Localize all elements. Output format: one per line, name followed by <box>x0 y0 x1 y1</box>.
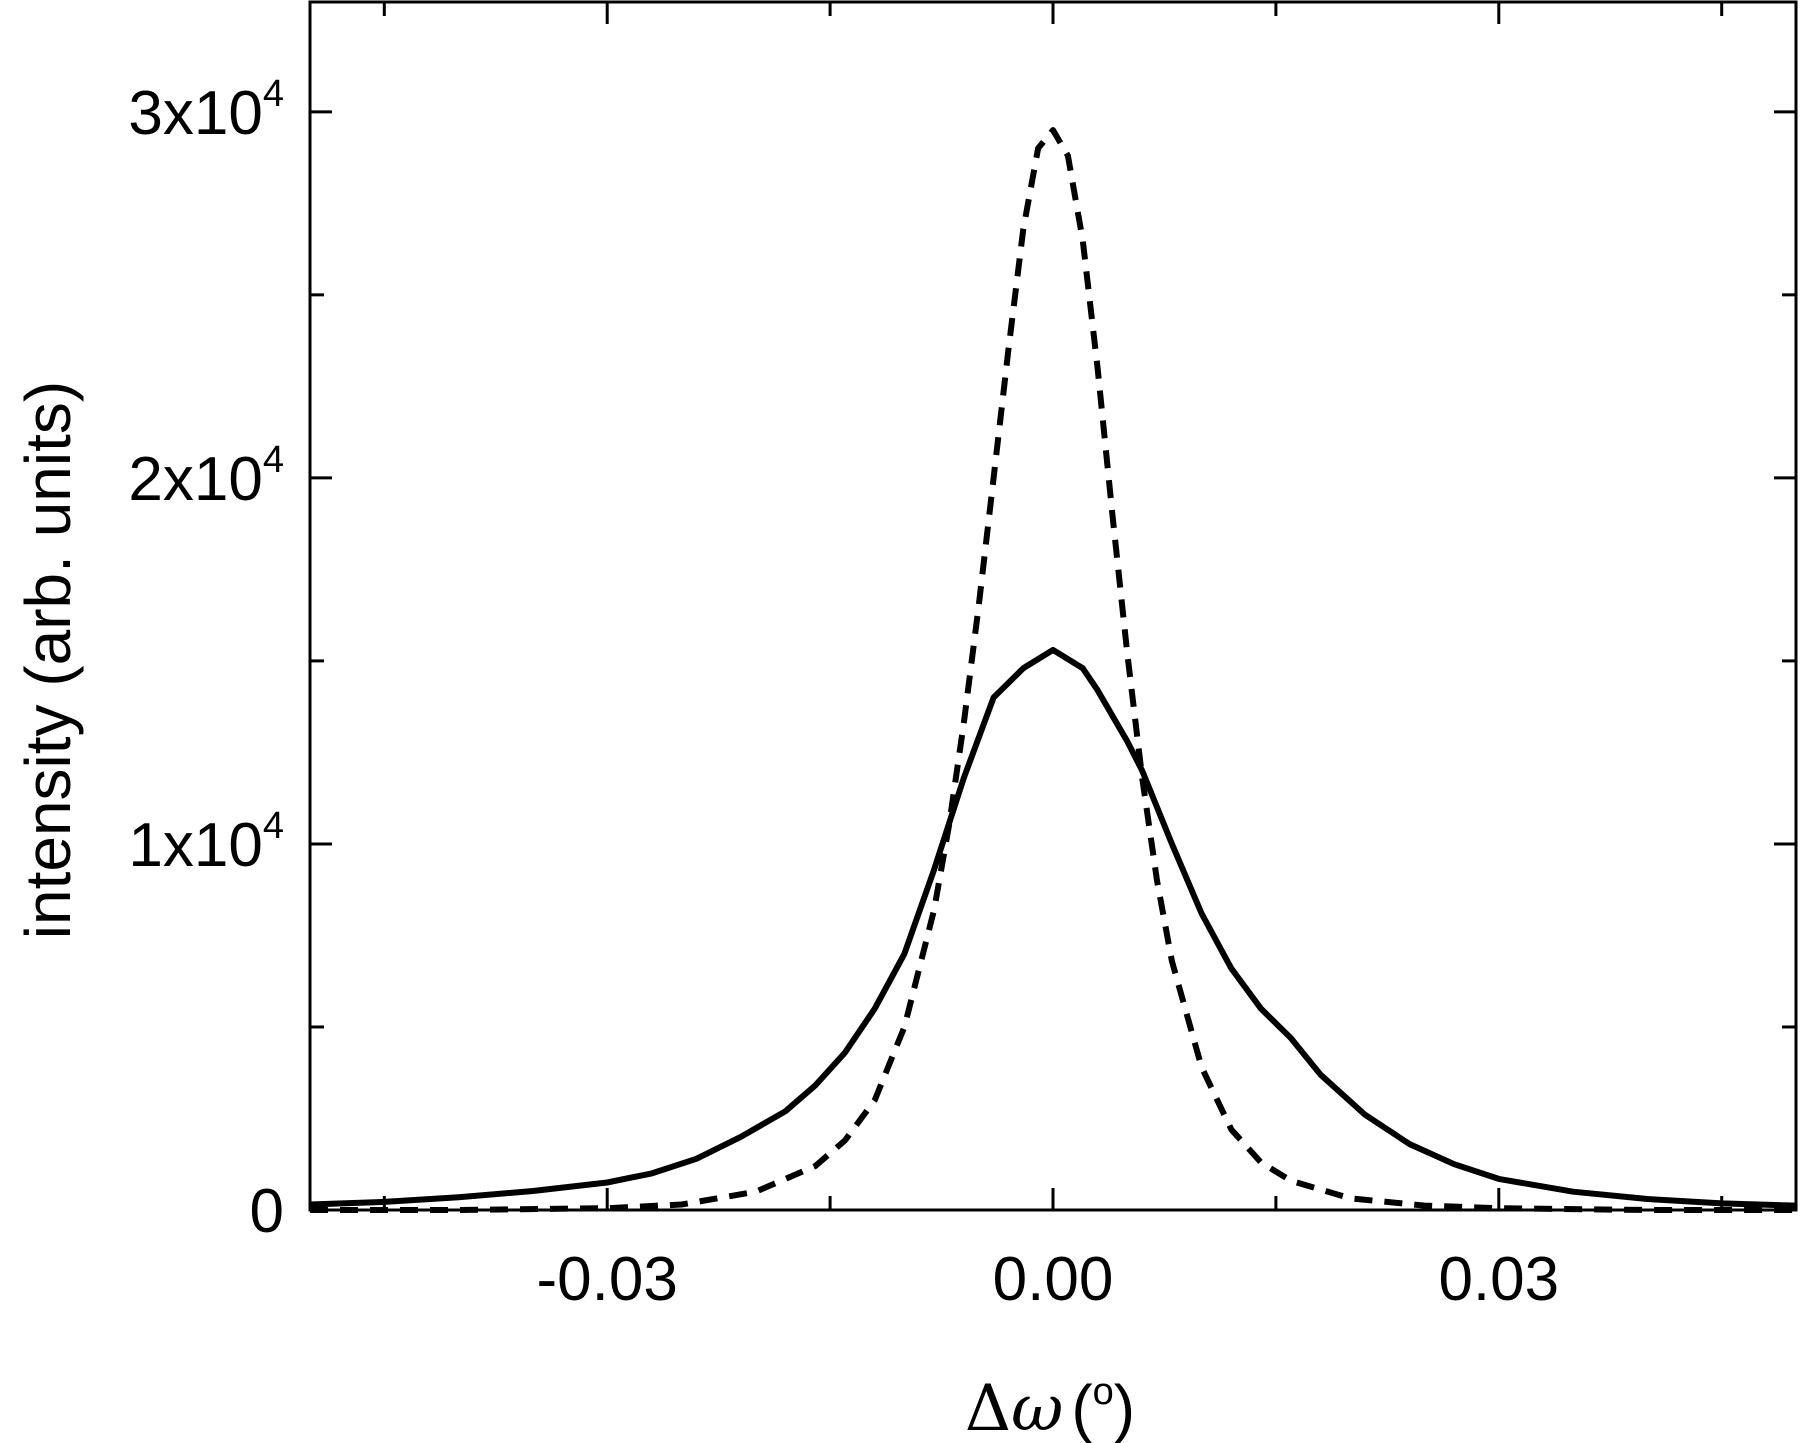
delta-symbol: Δ <box>965 1372 1011 1443</box>
plot-frame <box>308 0 1798 1212</box>
axis-ticks <box>310 2 1796 1212</box>
series-group <box>309 127 1797 1213</box>
x-axis-label: Δω (o) <box>965 1371 1135 1443</box>
x-tick-label: -0.03 <box>537 1245 678 1314</box>
solid-series-line <box>309 646 1797 1209</box>
y-tick-label: 3x104 <box>128 73 284 148</box>
unit-close: ) <box>1114 1372 1135 1443</box>
y-tick-label: 2x104 <box>128 439 284 514</box>
dashed-series-line <box>310 127 1796 1213</box>
y-tick-label: 1x104 <box>128 805 284 880</box>
x-tick-labels: -0.03 0.00 0.03 <box>537 1245 1560 1314</box>
x-tick-label: 0.03 <box>1438 1245 1559 1314</box>
degree-symbol: o <box>1093 1371 1114 1413</box>
y-tick-labels: 0 1x104 2x104 3x104 <box>128 73 284 1246</box>
unit-open: ( <box>1071 1372 1092 1443</box>
x-tick-label: 0.00 <box>993 1245 1114 1314</box>
y-axis-label: intensity (arb. units) <box>12 381 84 939</box>
y-tick-label: 0 <box>250 1177 284 1246</box>
omega-symbol: ω <box>1011 1372 1063 1443</box>
